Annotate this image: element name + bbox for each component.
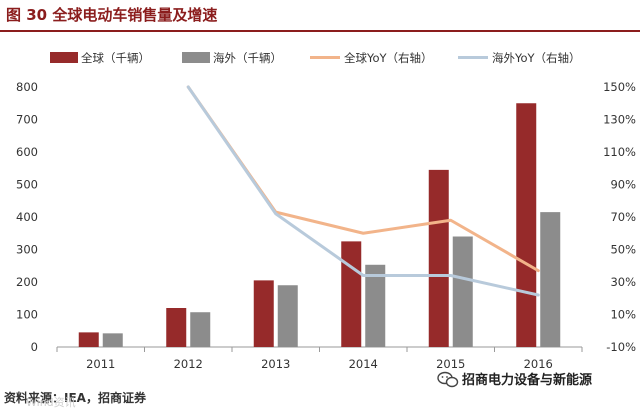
legend-label-overseas-yoy: 海外YoY（右轴） [492, 51, 581, 65]
line-overseas-yoy [186, 85, 540, 297]
legend-swatch-overseas-bar [182, 52, 210, 63]
y-left-tick-label: 300 [16, 243, 38, 257]
line-series [186, 85, 540, 297]
bar-global [341, 241, 362, 347]
bar-overseas [365, 264, 386, 347]
legend-label-overseas: 海外（千辆） [213, 51, 282, 65]
y-left-tick-label: 700 [16, 113, 38, 127]
x-tick-label: 2011 [86, 357, 115, 371]
legend-label-global-yoy: 全球YoY（右轴） [344, 51, 433, 65]
bar-overseas [190, 312, 211, 347]
bar-overseas [277, 285, 298, 347]
y-right-tick-label: -10% [606, 340, 636, 354]
chart-legend: 全球（千辆） 海外（千辆） 全球YoY（右轴） 海外YoY（右轴） [50, 51, 581, 65]
y-right-tick-label: 50% [610, 243, 636, 257]
y-right-tick-label: 70% [610, 210, 636, 224]
bar-global [78, 332, 99, 347]
bar-series [78, 103, 561, 347]
wechat-icon [437, 371, 459, 388]
bar-overseas [102, 333, 123, 347]
y-right-tick-label: 10% [610, 308, 636, 322]
x-axis: 2011 2012 2013 2014 2015 2016 [56, 347, 583, 371]
bar-global [166, 308, 187, 347]
y-axis-left: 0 100 200 300 400 500 600 700 800 [16, 80, 38, 354]
y-left-tick-label: 200 [16, 275, 38, 289]
x-tick-label: 2015 [436, 357, 465, 371]
y-left-tick-label: 100 [16, 308, 38, 322]
bar-global [253, 280, 274, 347]
bar-overseas [452, 236, 473, 347]
y-left-tick-label: 500 [16, 178, 38, 192]
y-right-tick-label: 130% [603, 113, 636, 127]
x-tick-label: 2014 [349, 357, 378, 371]
legend-label-global: 全球（千辆） [81, 51, 150, 65]
y-right-tick-label: 110% [603, 145, 636, 159]
y-right-tick-label: 90% [610, 178, 636, 192]
bar-overseas [540, 212, 561, 347]
brand-label: 招商电力设备与新能源 [462, 372, 592, 388]
y-left-tick-label: 600 [16, 145, 38, 159]
y-right-tick-label: 150% [603, 80, 636, 94]
y-left-tick-label: 400 [16, 210, 38, 224]
bar-global [428, 169, 449, 347]
y-left-tick-label: 0 [31, 340, 38, 354]
x-tick-label: 2016 [524, 357, 553, 371]
line-global-yoy [186, 85, 540, 273]
watermark: Wind资讯 [26, 396, 76, 409]
y-axis-right: -10% 10% 30% 50% 70% 90% 110% 130% 150% [603, 80, 636, 354]
bar-global [516, 103, 537, 347]
source-note: 资料来源：IEA，招商证券 [4, 390, 147, 405]
x-tick-label: 2013 [261, 357, 290, 371]
x-tick-label: 2012 [174, 357, 203, 371]
legend-swatch-global-bar [50, 52, 78, 63]
y-left-tick-label: 800 [16, 80, 38, 94]
chart-title: 图 30 全球电动车销售量及增速 [6, 6, 217, 24]
y-right-tick-label: 30% [610, 275, 636, 289]
